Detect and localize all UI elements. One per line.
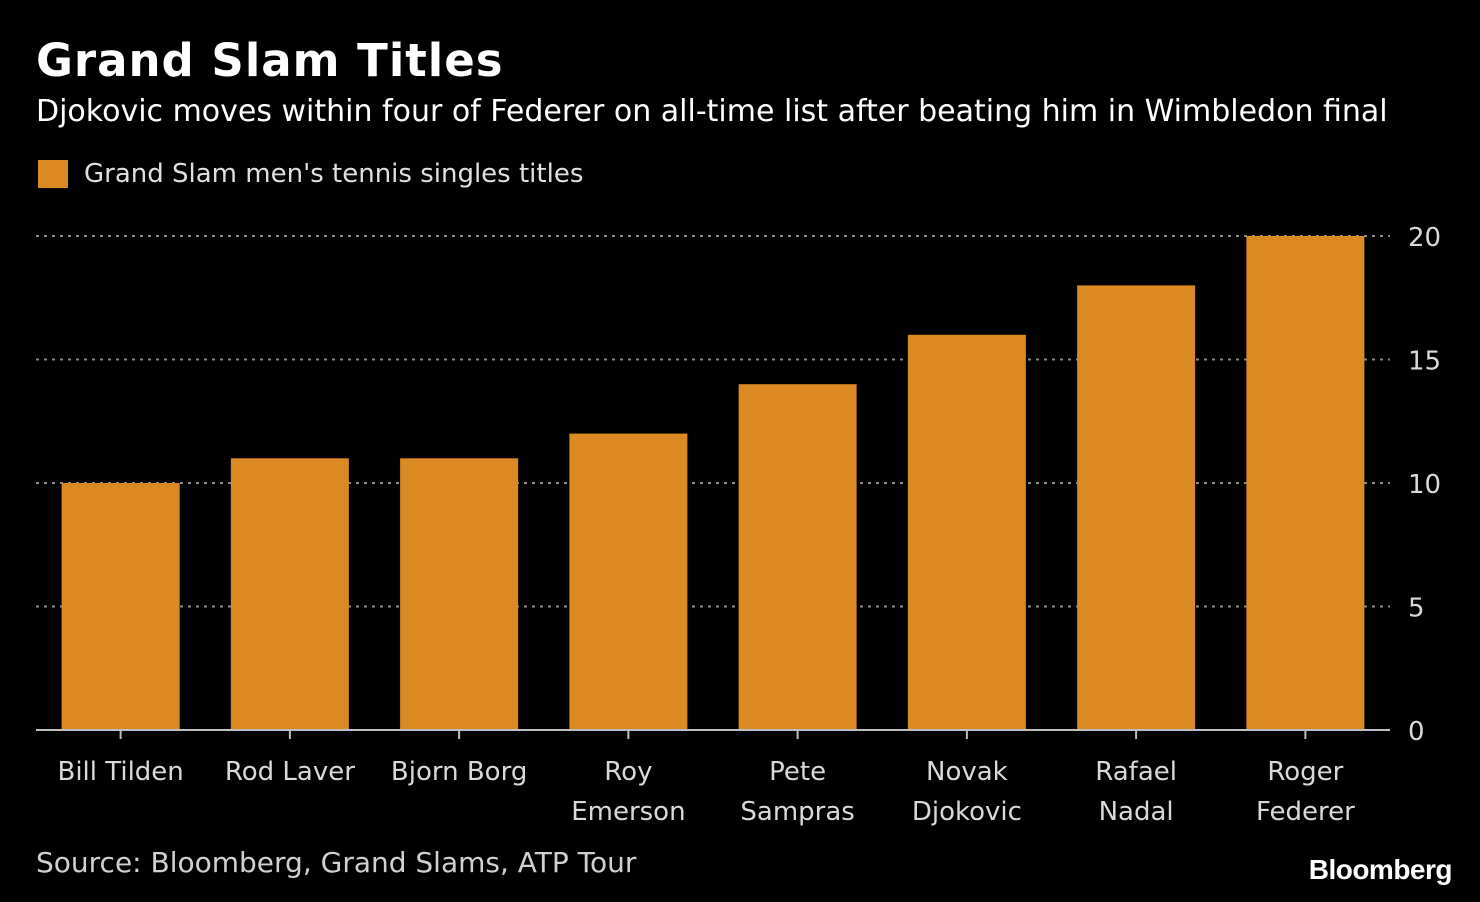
y-tick-label: 5	[1408, 594, 1425, 624]
legend: Grand Slam men's tennis singles titles	[38, 158, 583, 190]
bar	[569, 433, 688, 730]
chart-title: Grand Slam Titles	[36, 34, 504, 87]
x-tick-label: Bill Tilden	[57, 757, 183, 787]
y-tick-label: 20	[1408, 223, 1441, 253]
bar	[61, 483, 180, 730]
y-tick-label: 0	[1408, 717, 1425, 747]
source-note: Source: Bloomberg, Grand Slams, ATP Tour	[36, 846, 637, 879]
x-tick-label: Federer	[1256, 797, 1355, 827]
y-tick-label: 15	[1408, 347, 1441, 377]
bar	[907, 334, 1026, 730]
bar	[1246, 236, 1365, 730]
x-tick-label: Pete	[769, 757, 826, 787]
x-tick-label: Rod Laver	[225, 757, 355, 787]
x-tick-label: Emerson	[571, 797, 685, 827]
x-tick-label: Novak	[926, 757, 1008, 787]
legend-swatch	[38, 160, 68, 188]
x-tick-label: Roy	[604, 757, 652, 787]
bar	[230, 458, 349, 730]
bar	[738, 384, 857, 730]
y-tick-label: 10	[1408, 470, 1441, 500]
bar	[400, 458, 519, 730]
bar	[1077, 285, 1196, 730]
x-tick-label: Rafael	[1095, 757, 1177, 787]
x-tick-label: Djokovic	[912, 797, 1022, 827]
chart-subtitle: Djokovic moves within four of Federer on…	[36, 94, 1388, 129]
legend-label: Grand Slam men's tennis singles titles	[84, 159, 584, 189]
bloomberg-logo: Bloomberg	[1308, 854, 1453, 885]
x-tick-label: Nadal	[1099, 797, 1174, 827]
x-tick-label: Roger	[1267, 757, 1343, 787]
x-tick-label: Sampras	[740, 797, 854, 827]
x-tick-label: Bjorn Borg	[391, 757, 527, 787]
